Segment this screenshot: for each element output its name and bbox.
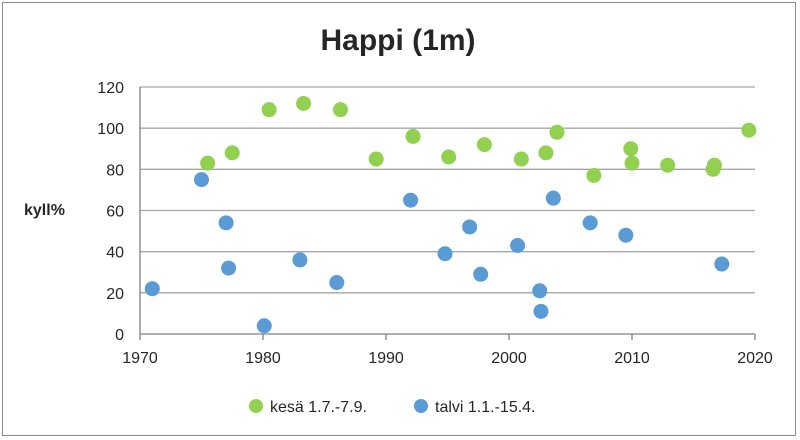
data-point-kesa — [538, 145, 554, 161]
y-tick-label: 80 — [106, 162, 124, 179]
data-point-talvi — [533, 303, 549, 319]
data-point-kesa — [405, 128, 421, 144]
data-point-kesa — [261, 102, 277, 118]
x-tick-label: 2000 — [491, 350, 527, 367]
x-tick-label: 1980 — [245, 350, 281, 367]
y-tick-label: 40 — [106, 245, 124, 262]
y-axis-label: kyll% — [24, 202, 65, 219]
legend: kesä 1.7.-7.9. talvi 1.1.-15.4. — [249, 399, 536, 416]
data-point-talvi — [256, 318, 272, 334]
x-tick-label: 1990 — [368, 350, 404, 367]
data-point-talvi — [462, 219, 478, 235]
data-point-talvi — [144, 281, 160, 297]
y-tick-label: 60 — [106, 204, 124, 221]
data-point-kesa — [200, 155, 216, 171]
data-point-talvi — [618, 227, 634, 243]
x-tick-labels: 1970 1980 1990 2000 2010 2020 — [122, 350, 773, 367]
x-tick-label: 2010 — [614, 350, 650, 367]
y-tick-labels: 0 20 40 60 80 100 120 — [97, 80, 124, 344]
x-tick-label: 1970 — [122, 350, 158, 367]
data-point-talvi — [221, 260, 237, 276]
y-tick-label: 100 — [97, 121, 124, 138]
data-point-talvi — [403, 192, 419, 208]
data-point-kesa — [586, 168, 602, 184]
y-tick-label: 20 — [106, 286, 124, 303]
chart-title: Happi (1m) — [320, 24, 475, 57]
data-point-kesa — [741, 122, 757, 138]
chart-frame — [2, 2, 796, 436]
legend-label-kesa: kesä 1.7.-7.9. — [270, 399, 367, 416]
data-point-kesa — [224, 145, 240, 161]
data-point-talvi — [582, 215, 598, 231]
y-tick-label: 0 — [115, 327, 124, 344]
data-point-talvi — [194, 172, 209, 188]
data-point-talvi — [218, 215, 234, 231]
data-point-kesa — [332, 102, 348, 118]
data-point-kesa — [368, 151, 384, 167]
data-points — [144, 95, 757, 334]
data-point-talvi — [292, 252, 308, 268]
data-point-talvi — [329, 275, 345, 291]
gridlines — [140, 86, 755, 294]
data-point-talvi — [510, 237, 526, 253]
data-point-kesa — [660, 157, 676, 173]
data-point-kesa — [476, 137, 492, 153]
axes — [139, 87, 756, 340]
data-point-kesa — [624, 155, 640, 171]
data-point-kesa — [706, 157, 722, 173]
data-point-talvi — [545, 190, 561, 206]
y-tick-label: 120 — [97, 80, 124, 97]
data-point-kesa — [549, 124, 565, 140]
data-point-talvi — [437, 246, 453, 262]
data-point-talvi — [714, 256, 730, 272]
data-point-kesa — [441, 149, 457, 165]
data-point-kesa — [513, 151, 529, 167]
legend-marker-talvi — [414, 399, 428, 413]
data-point-talvi — [532, 283, 548, 299]
x-tick-label: 2020 — [737, 350, 773, 367]
data-point-kesa — [623, 141, 639, 157]
data-point-talvi — [473, 266, 489, 282]
data-point-kesa — [296, 95, 312, 111]
legend-marker-kesa — [249, 399, 263, 413]
legend-label-talvi: talvi 1.1.-15.4. — [435, 399, 536, 416]
